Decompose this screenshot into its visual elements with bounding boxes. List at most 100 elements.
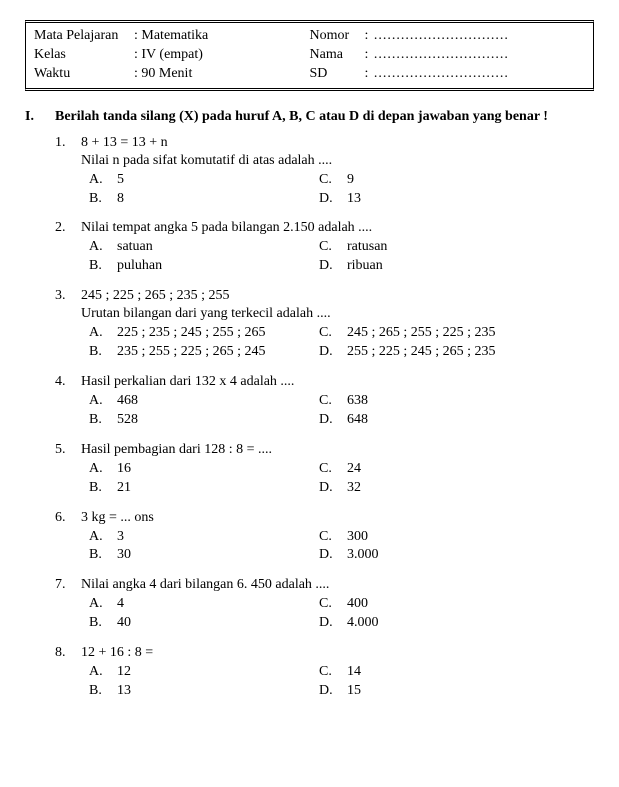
option-C: C.245 ; 265 ; 255 ; 225 ; 235: [311, 324, 496, 343]
question-text: 12 + 16 : 8 =: [81, 645, 594, 661]
option-label: D.: [311, 682, 347, 701]
option-label: B.: [81, 190, 117, 209]
option-text: 13: [117, 682, 131, 701]
option-text: ratusan: [347, 238, 387, 257]
value-class: : IV (empat): [134, 46, 234, 65]
label-school: SD: [310, 65, 365, 84]
option-label: C.: [311, 460, 347, 479]
option-label: C.: [311, 595, 347, 614]
option-B: B.13: [81, 682, 311, 701]
options-right: C.9D.13: [311, 171, 361, 209]
options: A.16B.21C.24D.32: [81, 460, 594, 498]
option-C: C.24: [311, 460, 361, 479]
options-left: A.16B.21: [81, 460, 311, 498]
option-label: A.: [81, 528, 117, 547]
option-label: A.: [81, 392, 117, 411]
section-instruction: Berilah tanda silang (X) pada huruf A, B…: [55, 109, 594, 125]
option-A: A.3: [81, 528, 311, 547]
option-label: A.: [81, 171, 117, 190]
option-text: 648: [347, 411, 368, 430]
question-body: 12 + 16 : 8 =A.12B.13C.14D.15: [81, 645, 594, 701]
section-I: I. Berilah tanda silang (X) pada huruf A…: [25, 109, 594, 713]
value-time: : 90 Menit: [134, 65, 234, 84]
question-number: 3.: [55, 288, 81, 362]
option-text: 21: [117, 479, 131, 498]
option-C: C.14: [311, 663, 361, 682]
question-body: Nilai angka 4 dari bilangan 6. 450 adala…: [81, 577, 594, 633]
label-subject: Mata Pelajaran: [34, 27, 134, 46]
option-A: A.4: [81, 595, 311, 614]
options: A.satuanB.puluhanC.ratusanD.ribuan: [81, 238, 594, 276]
option-B: B.21: [81, 479, 311, 498]
option-label: C.: [311, 392, 347, 411]
value-subject: : Matematika: [134, 27, 234, 46]
option-A: A.468: [81, 392, 311, 411]
question-text: 3 kg = ... ons: [81, 510, 594, 526]
question-body: 245 ; 225 ; 265 ; 235 ; 255Urutan bilang…: [81, 288, 594, 362]
options-right: C.ratusanD.ribuan: [311, 238, 387, 276]
option-text: 14: [347, 663, 361, 682]
question-text: Hasil pembagian dari 128 : 8 = ....: [81, 442, 594, 458]
option-label: C.: [311, 171, 347, 190]
question-text: Urutan bilangan dari yang terkecil adala…: [81, 306, 594, 322]
question-3: 3.245 ; 225 ; 265 ; 235 ; 255Urutan bila…: [55, 288, 594, 362]
option-B: B.40: [81, 614, 311, 633]
option-text: 13: [347, 190, 361, 209]
option-label: B.: [81, 546, 117, 565]
question-body: 3 kg = ... ons A.3B.30C.300D.3.000: [81, 510, 594, 566]
option-text: 40: [117, 614, 131, 633]
option-label: D.: [311, 190, 347, 209]
question-4: 4.Hasil perkalian dari 132 x 4 adalah ..…: [55, 374, 594, 430]
option-text: 468: [117, 392, 138, 411]
option-D: D.13: [311, 190, 361, 209]
option-text: satuan: [117, 238, 153, 257]
question-body: Hasil perkalian dari 132 x 4 adalah ....…: [81, 374, 594, 430]
options: A.5B.8C.9D.13: [81, 171, 594, 209]
option-C: C.9: [311, 171, 361, 190]
option-A: A.12: [81, 663, 311, 682]
label-class: Kelas: [34, 46, 134, 65]
option-text: 12: [117, 663, 131, 682]
option-D: D.648: [311, 411, 368, 430]
option-B: B.30: [81, 546, 311, 565]
option-D: D.32: [311, 479, 361, 498]
question-number: 4.: [55, 374, 81, 430]
option-text: ribuan: [347, 257, 383, 276]
option-A: A.225 ; 235 ; 245 ; 255 ; 265: [81, 324, 311, 343]
options-left: A.468B.528: [81, 392, 311, 430]
option-label: A.: [81, 324, 117, 343]
question-number: 6.: [55, 510, 81, 566]
question-6: 6.3 kg = ... ons A.3B.30C.300D.3.000: [55, 510, 594, 566]
options-right: C.24D.32: [311, 460, 361, 498]
header-right: Nomor: .............................. Na…: [310, 27, 586, 84]
option-text: 9: [347, 171, 354, 190]
question-number: 2.: [55, 220, 81, 276]
option-D: D.3.000: [311, 546, 379, 565]
option-text: 3.000: [347, 546, 379, 565]
option-label: C.: [311, 663, 347, 682]
option-label: B.: [81, 257, 117, 276]
value-number: : ..............................: [365, 27, 509, 46]
question-number: 8.: [55, 645, 81, 701]
option-B: B.235 ; 255 ; 225 ; 265 ; 245: [81, 343, 311, 362]
options-right: C.245 ; 265 ; 255 ; 225 ; 235D.255 ; 225…: [311, 324, 496, 362]
option-text: 255 ; 225 ; 245 ; 265 ; 235: [347, 343, 496, 362]
options: A.3B.30C.300D.3.000: [81, 528, 594, 566]
option-text: 245 ; 265 ; 255 ; 225 ; 235: [347, 324, 496, 343]
question-5: 5.Hasil pembagian dari 128 : 8 = ....A.1…: [55, 442, 594, 498]
question-body: Hasil pembagian dari 128 : 8 = .... A.16B…: [81, 442, 594, 498]
options-right: C.300D.3.000: [311, 528, 379, 566]
question-1: 1.8 + 13 = 13 + nNilai n pada sifat komu…: [55, 135, 594, 209]
option-label: C.: [311, 528, 347, 547]
option-label: A.: [81, 663, 117, 682]
question-text: Hasil perkalian dari 132 x 4 adalah ....: [81, 374, 594, 390]
value-name: : ..............................: [365, 46, 509, 65]
label-number: Nomor: [310, 27, 365, 46]
option-label: D.: [311, 614, 347, 633]
option-B: B.puluhan: [81, 257, 311, 276]
option-label: D.: [311, 546, 347, 565]
options-right: C.400D.4.000: [311, 595, 379, 633]
header-left: Mata Pelajaran: Matematika Kelas: IV (em…: [34, 27, 310, 84]
option-D: D.4.000: [311, 614, 379, 633]
questions-container: 1.8 + 13 = 13 + nNilai n pada sifat komu…: [55, 135, 594, 701]
